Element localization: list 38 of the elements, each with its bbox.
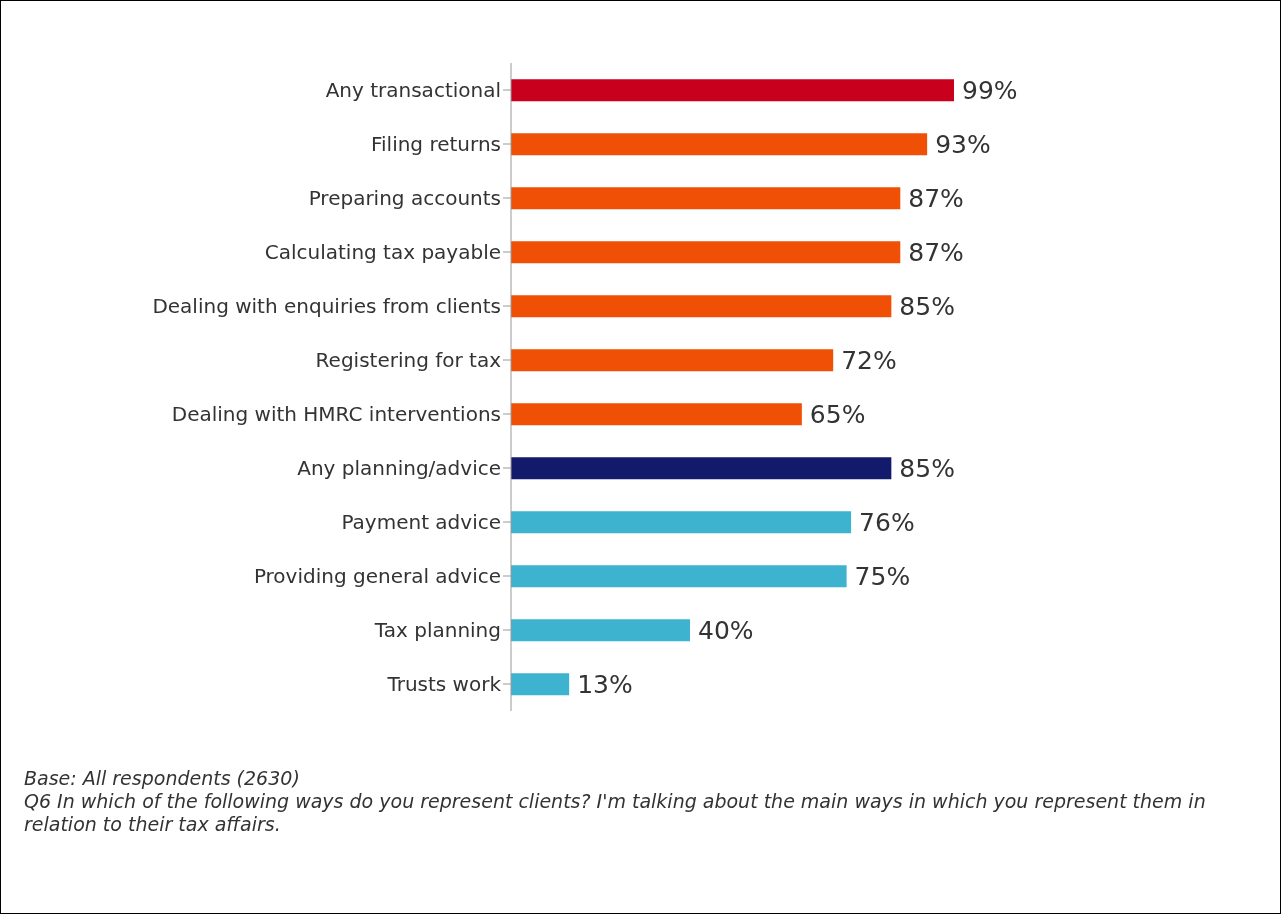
bar — [511, 565, 847, 588]
y-tick-label: Dealing with enquiries from clients — [152, 294, 501, 319]
data-label: 40% — [697, 615, 754, 645]
y-tick-label: Trusts work — [386, 672, 502, 697]
y-tick-label: Any transactional — [325, 78, 501, 103]
y-tick-label: Registering for tax — [315, 348, 502, 373]
data-label: 87% — [908, 237, 964, 267]
data-label: 85% — [899, 453, 955, 483]
y-tick-label: Tax planning — [373, 618, 501, 643]
text: Base: All respondents (2630) — [24, 767, 301, 790]
bar — [511, 79, 954, 102]
bar — [511, 133, 928, 156]
data-label: 93% — [935, 129, 991, 159]
y-tick-label: Any planning/advice — [297, 456, 501, 481]
bar — [511, 457, 892, 480]
data-label: 72% — [841, 345, 897, 375]
data-label: 65% — [809, 399, 866, 429]
data-label: 76% — [859, 507, 915, 537]
data-label: 85% — [899, 291, 955, 321]
bar — [511, 403, 802, 426]
y-tick-label: Calculating tax payable — [264, 240, 501, 265]
data-label: 13% — [577, 669, 633, 699]
bar — [511, 511, 852, 534]
text: Q6 In which of the following ways do you represent clients? I'm talking about the main ways in which you represent them in relation to their tax affairs. — [24, 790, 1207, 836]
y-tick-label: Filing returns — [370, 132, 501, 157]
bar — [511, 241, 901, 264]
bar — [511, 619, 690, 642]
data-label: 99% — [962, 75, 1018, 105]
y-tick-label: Dealing with HMRC interventions — [171, 402, 501, 427]
bar — [511, 187, 901, 210]
bar — [511, 673, 570, 696]
data-label: 75% — [854, 561, 911, 591]
data-label: 87% — [908, 183, 964, 213]
bar — [511, 295, 892, 318]
bar — [511, 349, 834, 372]
y-tick-label: Preparing accounts — [308, 186, 501, 211]
y-tick-label: Providing general advice — [253, 564, 501, 589]
y-tick-label: Payment advice — [341, 510, 501, 535]
